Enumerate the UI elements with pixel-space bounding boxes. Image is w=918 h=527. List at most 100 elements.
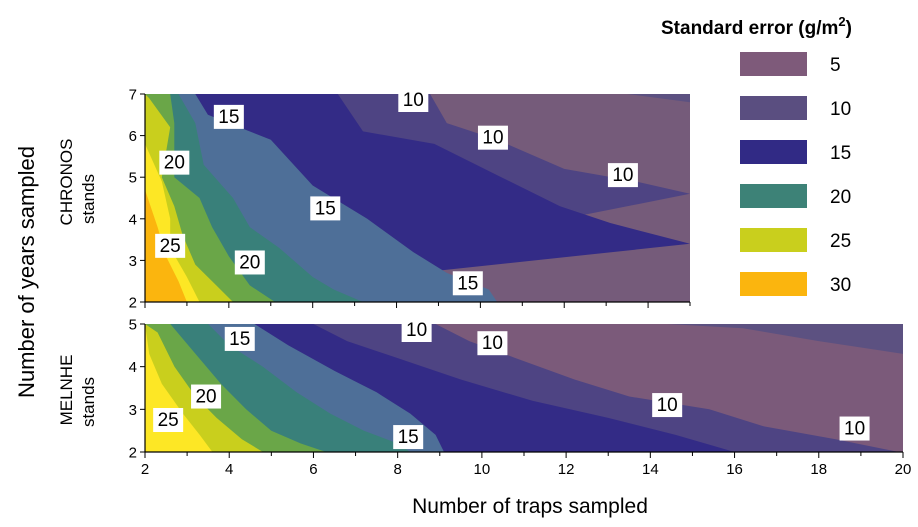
contour-label-box <box>153 408 184 432</box>
contour-label-text: 10 <box>844 419 865 440</box>
contour-label-text: 10 <box>403 90 424 111</box>
contour-label-box <box>310 196 341 221</box>
contour-label: 25 <box>153 408 184 432</box>
contour-label-box <box>234 250 265 275</box>
melnhe-panel-sublabel: stands <box>79 377 98 427</box>
melnhe-contour-bands <box>145 324 903 452</box>
x-tick-label: 8 <box>393 461 401 478</box>
contour-label: 10 <box>477 331 508 356</box>
y-tick-label: 3 <box>129 253 137 270</box>
legend: Standard error (g/m2) 5 10 15 20 25 30 <box>661 14 852 296</box>
chronos-panel-sublabel: stands <box>79 174 98 224</box>
contour-label-box <box>393 425 424 450</box>
x-tick-label: 12 <box>558 461 575 478</box>
y-tick-label: 2 <box>129 445 137 462</box>
contour-band <box>627 94 690 103</box>
contour-label: 10 <box>839 416 870 441</box>
contour-label: 15 <box>452 271 483 296</box>
contour-label-text: 15 <box>457 273 478 294</box>
axes: 2 3 4 5 6 7 2 3 4 5 2 4 6 8 10 12 14 16 18 20 <box>129 87 912 479</box>
legend-swatch <box>740 228 807 252</box>
contour-band <box>667 324 903 354</box>
legend-title-superscript: 2 <box>838 14 845 29</box>
contour-label-text: 15 <box>398 427 419 448</box>
contour-label-box <box>652 393 683 418</box>
x-tick-label: 6 <box>309 461 317 478</box>
y-tick-label: 2 <box>129 295 137 312</box>
contour-label: 20 <box>234 250 265 275</box>
contour-labels: 25 20 20 15 15 15 10 10 10 25 20 15 15 10 10 10 10 <box>153 88 870 450</box>
legend-items: 5 10 15 20 25 30 <box>740 52 851 296</box>
contour-label: 15 <box>310 196 341 221</box>
contour-label-text: 15 <box>229 329 250 350</box>
x-tick-label: 10 <box>474 461 491 478</box>
contour-label-text: 20 <box>164 153 185 174</box>
x-tick-label: 14 <box>642 461 659 478</box>
contour-label: 10 <box>398 88 429 112</box>
y-tick-label: 5 <box>129 317 137 334</box>
contour-label-box <box>839 416 870 441</box>
contour-label: 10 <box>477 125 508 150</box>
contour-label: 25 <box>155 233 186 258</box>
contour-label-box <box>401 318 432 342</box>
y-axis-title: Number of years sampled <box>14 146 39 398</box>
contour-label-box <box>155 233 186 258</box>
legend-swatch <box>740 52 807 76</box>
contour-label: 15 <box>393 425 424 450</box>
y-tick-label: 6 <box>129 128 137 145</box>
legend-title-close: ) <box>846 18 852 39</box>
contour-label-box <box>477 125 508 150</box>
contour-label-text: 25 <box>158 410 179 431</box>
contour-label-text: 15 <box>315 198 336 219</box>
contour-label-box <box>159 150 190 175</box>
x-tick-label: 20 <box>895 461 912 478</box>
legend-swatch <box>740 184 807 208</box>
legend-label: 5 <box>830 55 841 76</box>
legend-label: 30 <box>830 275 851 296</box>
legend-swatch <box>740 96 807 120</box>
y-tick-label: 4 <box>129 211 137 228</box>
contour-label-box <box>224 326 255 351</box>
contour-label-text: 15 <box>218 107 239 128</box>
legend-label: 20 <box>830 187 851 208</box>
y-tick-label: 7 <box>129 87 137 104</box>
chronos-panel-label: CHRONOS <box>57 139 76 226</box>
contour-label-box <box>607 163 638 188</box>
y-tick-label: 3 <box>129 402 137 419</box>
contour-label: 10 <box>652 393 683 418</box>
contour-label-box <box>213 104 244 129</box>
x-tick-label: 18 <box>810 461 827 478</box>
contour-label: 15 <box>224 326 255 351</box>
contour-label-text: 25 <box>160 236 181 257</box>
contour-label-text: 20 <box>239 252 260 273</box>
contour-label-box <box>398 88 429 112</box>
contour-label: 10 <box>607 163 638 188</box>
legend-label: 10 <box>830 99 851 120</box>
legend-label: 15 <box>830 143 851 164</box>
contour-label-text: 20 <box>195 387 216 408</box>
legend-title: Standard error (g/m2) <box>661 14 852 39</box>
contour-label-text: 10 <box>482 128 503 149</box>
contour-label-box <box>477 331 508 356</box>
contour-label: 10 <box>401 318 432 342</box>
contour-label-text: 10 <box>406 320 427 341</box>
y-tick-label: 4 <box>129 359 137 376</box>
contour-label-text: 10 <box>657 395 678 416</box>
x-axis-title: Number of traps sampled <box>412 495 648 518</box>
x-tick-label: 4 <box>225 461 233 478</box>
contour-label-text: 10 <box>612 165 633 186</box>
contour-label-box <box>191 384 222 409</box>
legend-title-text: Standard error (g/m <box>661 18 838 39</box>
legend-swatch <box>740 140 807 164</box>
legend-label: 25 <box>830 231 851 252</box>
y-tick-label: 5 <box>129 170 137 187</box>
melnhe-panel-label: MELNHE <box>57 355 76 426</box>
contour-label: 20 <box>159 150 190 175</box>
contour-label: 15 <box>213 104 244 129</box>
contour-band <box>145 94 166 302</box>
x-tick-label: 2 <box>141 461 149 478</box>
contour-label: 20 <box>191 384 222 409</box>
contour-label-text: 10 <box>482 333 503 354</box>
x-tick-label: 16 <box>726 461 743 478</box>
